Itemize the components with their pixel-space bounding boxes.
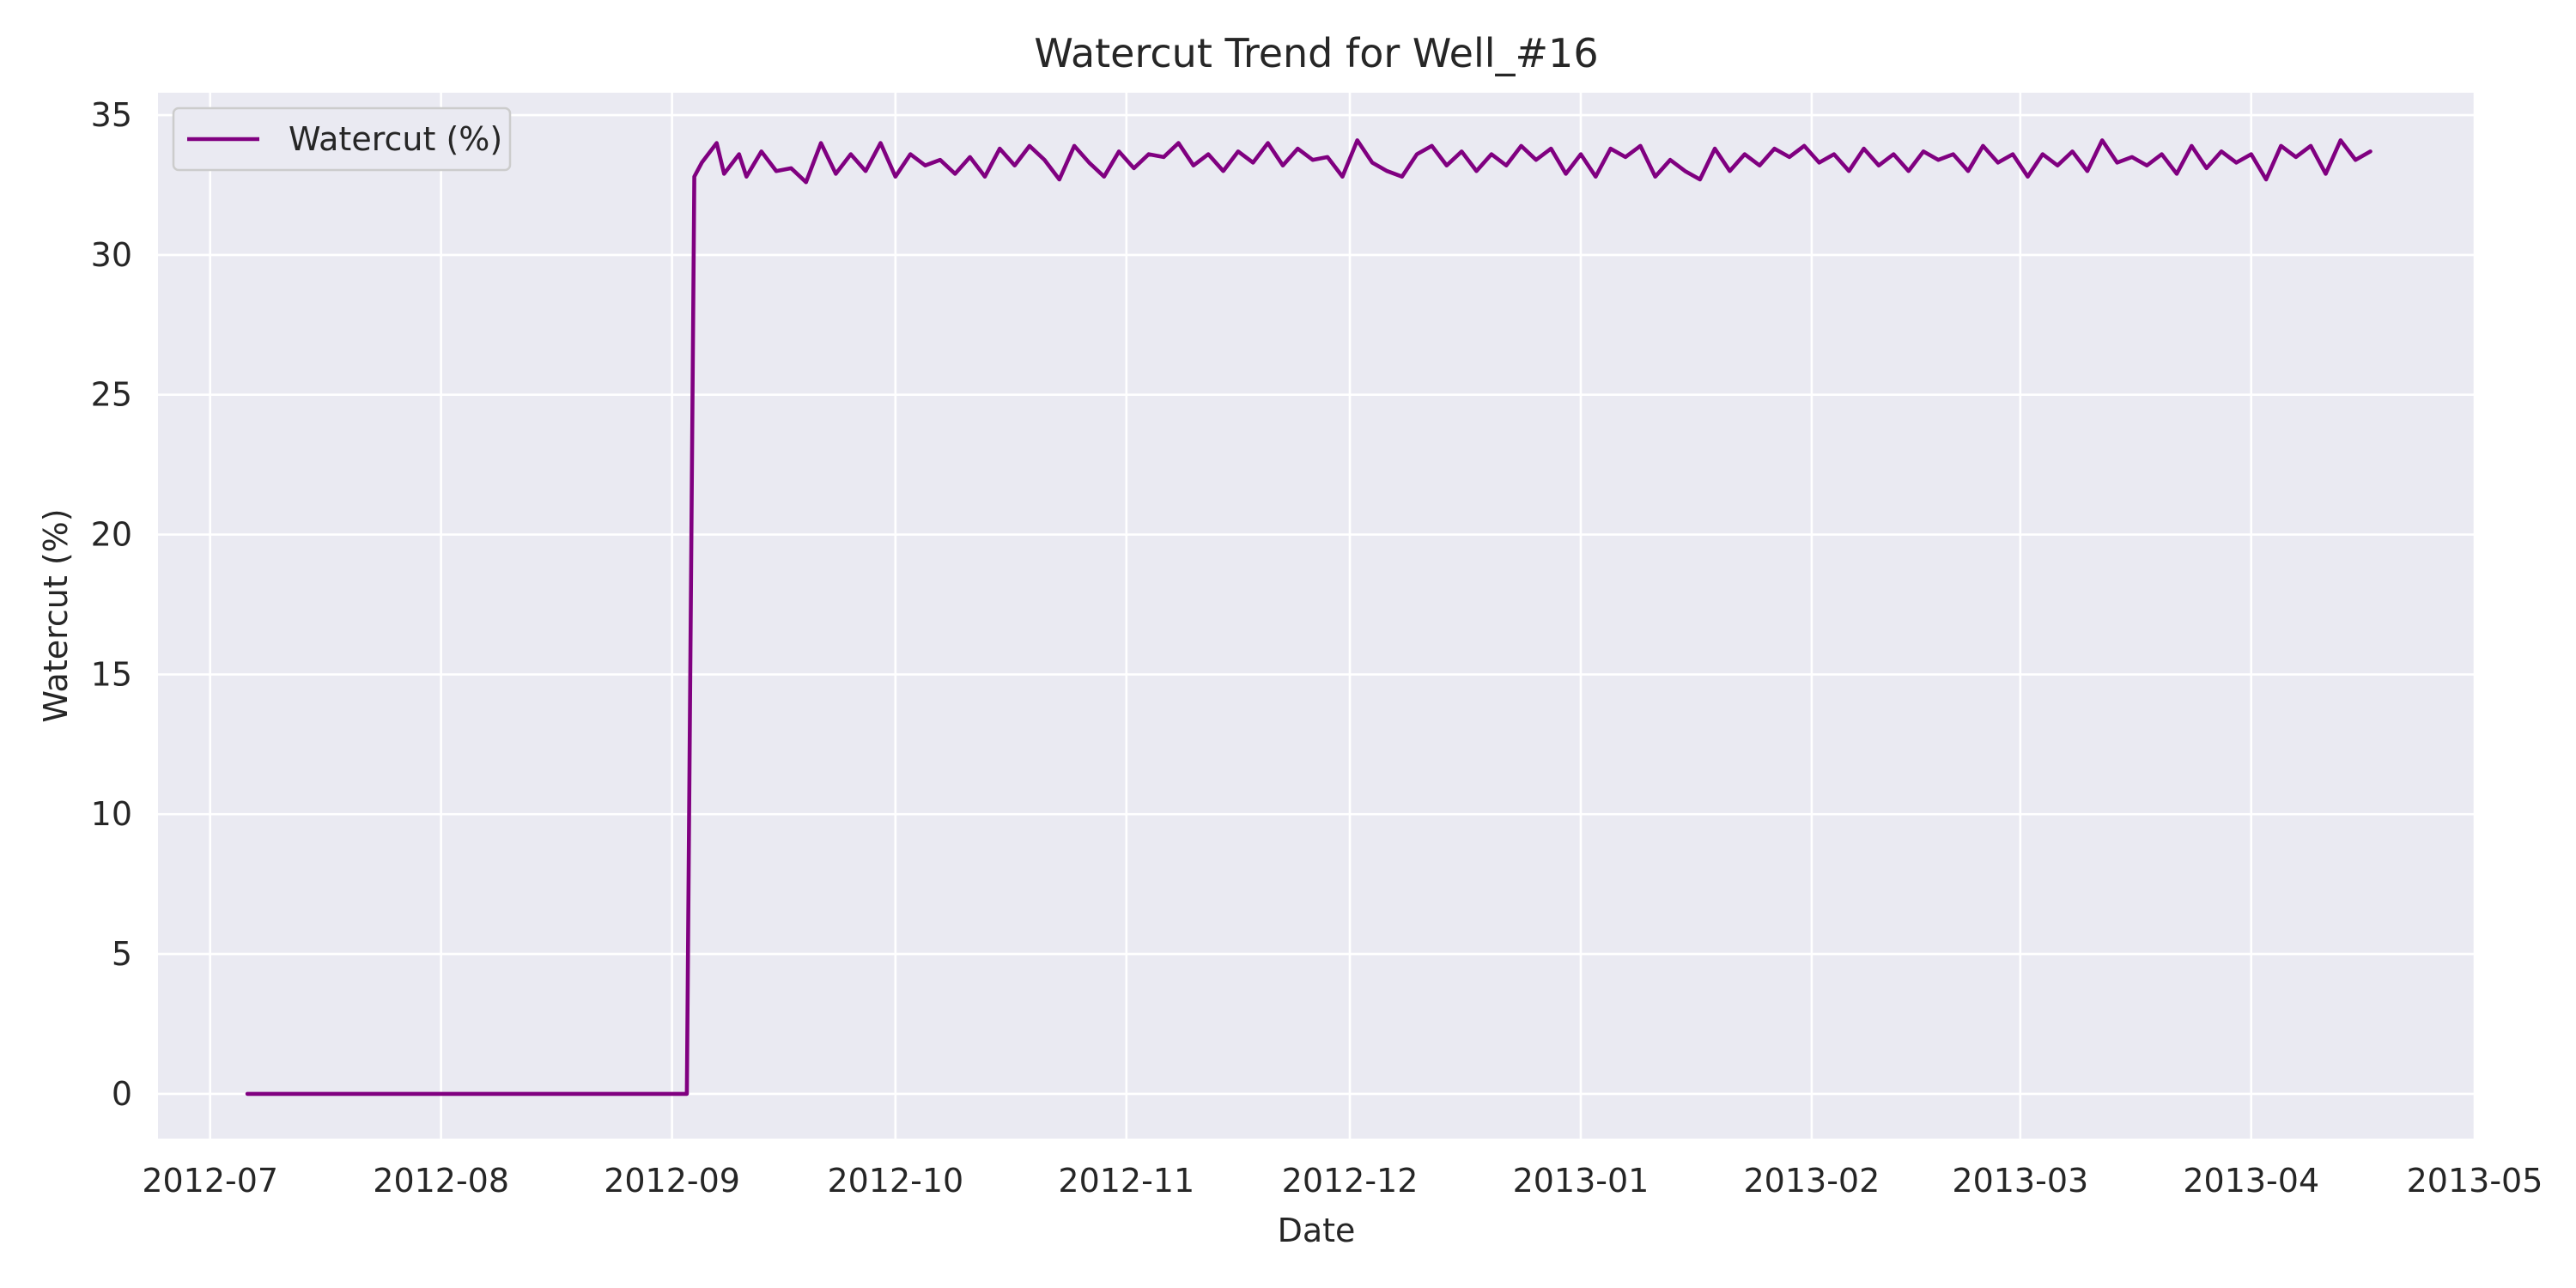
x-tick-label: 2013-01 xyxy=(1513,1162,1649,1200)
legend: Watercut (%) xyxy=(172,106,512,172)
grid-lines xyxy=(158,93,2476,1139)
x-tick-label: 2012-07 xyxy=(142,1162,278,1200)
y-tick-label: 20 xyxy=(91,516,132,554)
y-tick-label: 25 xyxy=(91,376,132,414)
x-tick-label: 2013-04 xyxy=(2183,1162,2319,1200)
x-tick-label: 2013-02 xyxy=(1744,1162,1880,1200)
y-tick-label: 0 xyxy=(112,1075,132,1113)
y-tick-label: 35 xyxy=(91,96,132,134)
legend-box xyxy=(172,106,512,172)
x-axis-label: Date xyxy=(1278,1212,1356,1249)
y-tick-label: 30 xyxy=(91,236,132,274)
x-tick-label: 2012-11 xyxy=(1058,1162,1194,1200)
y-tick-label: 5 xyxy=(112,935,132,973)
chart-title: Watercut Trend for Well_#16 xyxy=(1034,30,1598,76)
x-tick-label: 2012-08 xyxy=(373,1162,509,1200)
y-tick-label: 10 xyxy=(91,795,132,833)
x-tick-label: 2012-10 xyxy=(827,1162,963,1200)
y-tick-label: 15 xyxy=(91,655,132,693)
legend-label: Watercut (%) xyxy=(289,120,502,158)
plot-area xyxy=(158,93,2475,1139)
series-line xyxy=(245,138,2372,1097)
series-layer xyxy=(245,138,2372,1097)
x-tick-label: 2012-12 xyxy=(1282,1162,1419,1200)
x-tick-label: 2013-05 xyxy=(2407,1162,2543,1200)
y-axis-label: Watercut (%) xyxy=(37,508,75,722)
x-tick-label: 2012-09 xyxy=(604,1162,740,1200)
tick-labels: 2012-07 2012-08 2012-09 2012-10 2012-11 2012-… xyxy=(91,96,2543,1200)
x-tick-label: 2013-03 xyxy=(1952,1162,2088,1200)
